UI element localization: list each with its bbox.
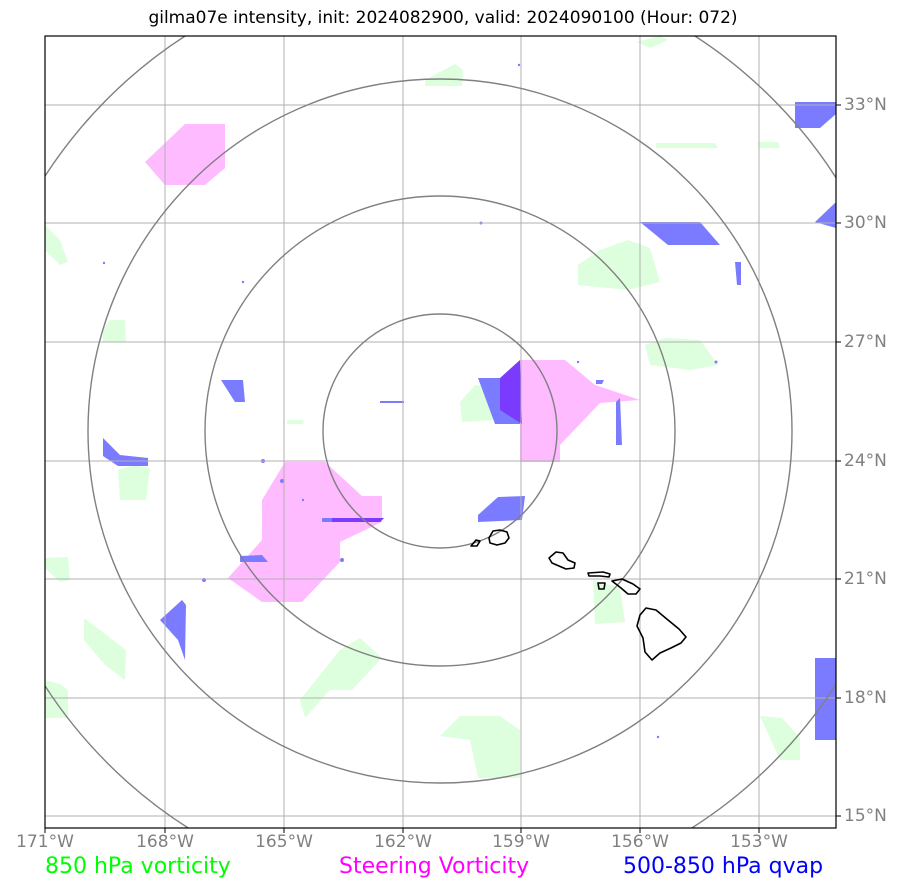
lon-label-171w: 171°W — [16, 832, 74, 852]
lon-label-162w: 162°W — [374, 832, 432, 852]
legend-steering-vorticity: Steering Vorticity — [339, 854, 530, 879]
lat-label-24n: 24°N — [844, 451, 887, 471]
lon-label-153w: 153°W — [730, 832, 788, 852]
axis-ticks — [44, 104, 841, 833]
hawaii-coastline — [470, 529, 687, 661]
legend-qvap: 500-850 hPa qvap — [623, 854, 824, 879]
lat-label-15n: 15°N — [844, 806, 887, 826]
lat-label-18n: 18°N — [844, 688, 887, 708]
lon-label-168w: 168°W — [136, 832, 194, 852]
vorticity-850-layer — [45, 36, 800, 778]
lat-label-27n: 27°N — [844, 332, 887, 352]
lon-label-165w: 165°W — [255, 832, 313, 852]
lat-label-21n: 21°N — [844, 569, 887, 589]
lat-label-33n: 33°N — [844, 95, 887, 115]
lon-label-156w: 156°W — [611, 832, 669, 852]
qvap-layer — [102, 63, 836, 740]
lat-label-30n: 30°N — [844, 213, 887, 233]
map-title: gilma07e intensity, init: 2024082900, va… — [148, 8, 738, 28]
overlap-layer — [332, 360, 522, 522]
legend-850hpa-vorticity: 850 hPa vorticity — [45, 854, 231, 879]
lon-label-159w: 159°W — [492, 832, 550, 852]
plot-frame — [44, 35, 837, 829]
steering-vorticity-layer — [145, 124, 640, 602]
gridlines — [45, 36, 836, 828]
